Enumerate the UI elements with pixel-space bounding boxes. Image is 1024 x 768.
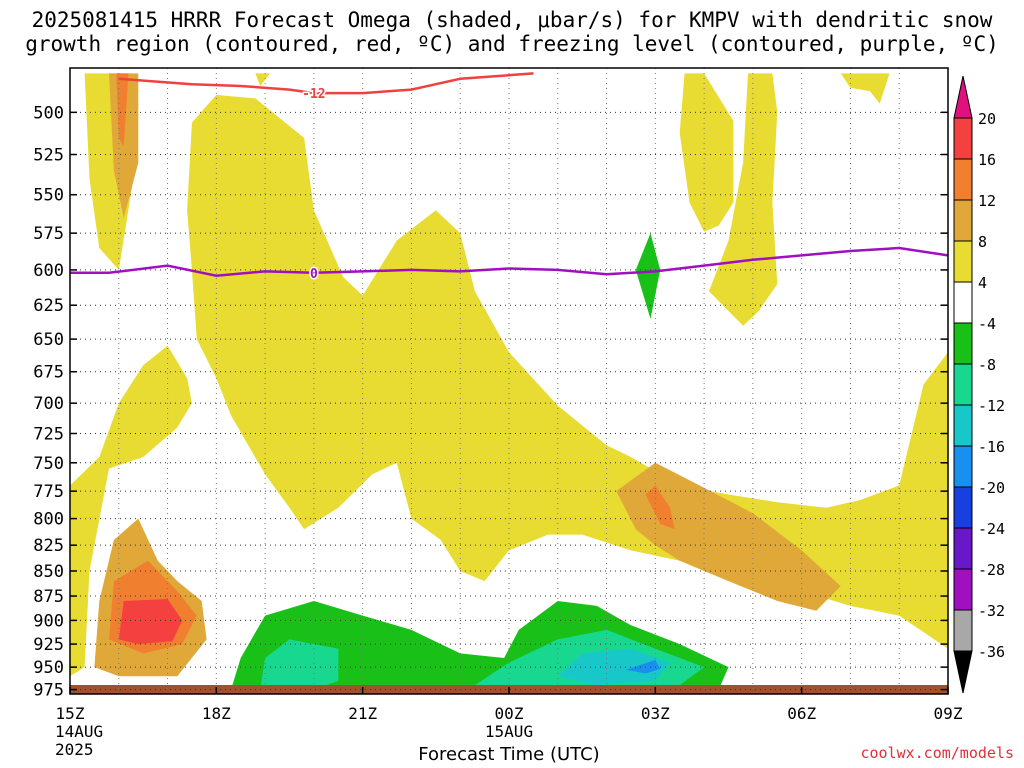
- colorbar-tick-label: -12: [978, 397, 1005, 415]
- colorbar-swatch-7: [953, 404, 973, 447]
- omega-region-12: [616, 462, 841, 611]
- omega-region-7: [840, 73, 890, 104]
- colorbar-tick-label: -36: [978, 643, 1005, 661]
- y-tick-label: 675: [33, 363, 64, 383]
- colorbar-tick-label: -20: [978, 479, 1005, 497]
- colorbar-tick-label: -4: [978, 315, 996, 333]
- x-tick-label: 06Z: [787, 704, 816, 723]
- contour-line-1: [70, 246, 948, 277]
- x-tick-label: 00Z: [495, 704, 524, 723]
- x-tick-label: 09Z: [934, 704, 963, 723]
- y-tick-label: 500: [33, 103, 64, 123]
- y-tick-label: 625: [33, 296, 64, 316]
- y-tick-label: 600: [33, 261, 64, 281]
- colorbar-tick-label: 16: [978, 151, 996, 169]
- y-tick-label: 550: [33, 186, 64, 206]
- colorbar-tick-label: -32: [978, 602, 1005, 620]
- contour-label-1: 0: [310, 267, 318, 282]
- omega-region-14: [635, 233, 661, 319]
- colorbar-swatch-1: [953, 158, 973, 201]
- y-tick-label: 800: [33, 510, 64, 530]
- omega-region-16: [260, 639, 339, 690]
- omega-region-3: [255, 73, 270, 86]
- colorbar-swatch-0: [953, 117, 973, 160]
- chart-title-line-1: 2025081415 HRRR Forecast Omega (shaded, …: [31, 8, 993, 32]
- y-tick-label: 650: [33, 330, 64, 350]
- colorbar-top-triangle: [953, 75, 973, 119]
- colorbar-tick-label: -24: [978, 520, 1005, 538]
- omega-region-11: [118, 599, 183, 645]
- x-date-label: 14AUG: [55, 722, 103, 741]
- x-tick-label: 21Z: [348, 704, 377, 723]
- colorbar-tick-label: 12: [978, 192, 996, 210]
- colorbar-tick-label: 8: [978, 233, 987, 251]
- plot-area: -12 0: [70, 68, 948, 694]
- colorbar-swatch-8: [953, 445, 973, 488]
- x-tick-label: 15Z: [56, 704, 85, 723]
- colorbar-swatch-10: [953, 527, 973, 570]
- y-tick-label: 725: [33, 424, 64, 444]
- omega-region-2: [116, 73, 129, 147]
- x-tick-label: 18Z: [202, 704, 231, 723]
- contour-label-0: -12: [302, 87, 325, 102]
- colorbar-swatch-5: [953, 322, 973, 365]
- colorbar-bottom-triangle: [953, 650, 973, 694]
- colorbar-swatch-6: [953, 363, 973, 406]
- colorbar-tick-label: 20: [978, 110, 996, 128]
- x-axis-label: Forecast Time (UTC): [418, 744, 600, 765]
- colorbar-tick-label: -16: [978, 438, 1005, 456]
- y-tick-label: 875: [33, 587, 64, 607]
- colorbar-tick-label: -8: [978, 356, 996, 374]
- omega-region-5: [679, 73, 734, 232]
- colorbar-swatch-9: [953, 486, 973, 529]
- colorbar-swatch-12: [953, 609, 973, 652]
- omega-region-13: [645, 485, 675, 530]
- colorbar-swatch-4: [953, 281, 973, 324]
- x-date-label: 15AUG: [485, 722, 533, 741]
- omega-region-8: [70, 345, 192, 677]
- colorbar-swatch-11: [953, 568, 973, 611]
- y-tick-label: 850: [33, 562, 64, 582]
- y-tick-label: 950: [33, 658, 64, 678]
- source-credit: coolwx.com/models: [860, 744, 1014, 762]
- y-tick-label: 700: [33, 394, 64, 414]
- colorbar-swatch-2: [953, 199, 973, 242]
- y-tick-label: 900: [33, 611, 64, 631]
- omega-region-19: [626, 659, 661, 674]
- contour-line-0: [118, 72, 534, 95]
- y-tick-label: 825: [33, 536, 64, 556]
- chart-title-line-2: growth region (contoured, red, ºC) and f…: [25, 32, 999, 56]
- y-tick-label: 975: [33, 681, 64, 701]
- y-tick-label: 525: [33, 146, 64, 166]
- y-tick-label: 575: [33, 224, 64, 244]
- colorbar-swatch-3: [953, 240, 973, 283]
- x-tick-label: 03Z: [641, 704, 670, 723]
- y-tick-label: 750: [33, 454, 64, 474]
- x-date-label: 2025: [55, 740, 94, 759]
- colorbar-tick-label: -28: [978, 561, 1005, 579]
- y-tick-label: 925: [33, 635, 64, 655]
- y-tick-label: 775: [33, 482, 64, 502]
- omega-region-4: [187, 94, 948, 649]
- colorbar-tick-label: 4: [978, 274, 987, 292]
- omega-region-18: [557, 648, 670, 686]
